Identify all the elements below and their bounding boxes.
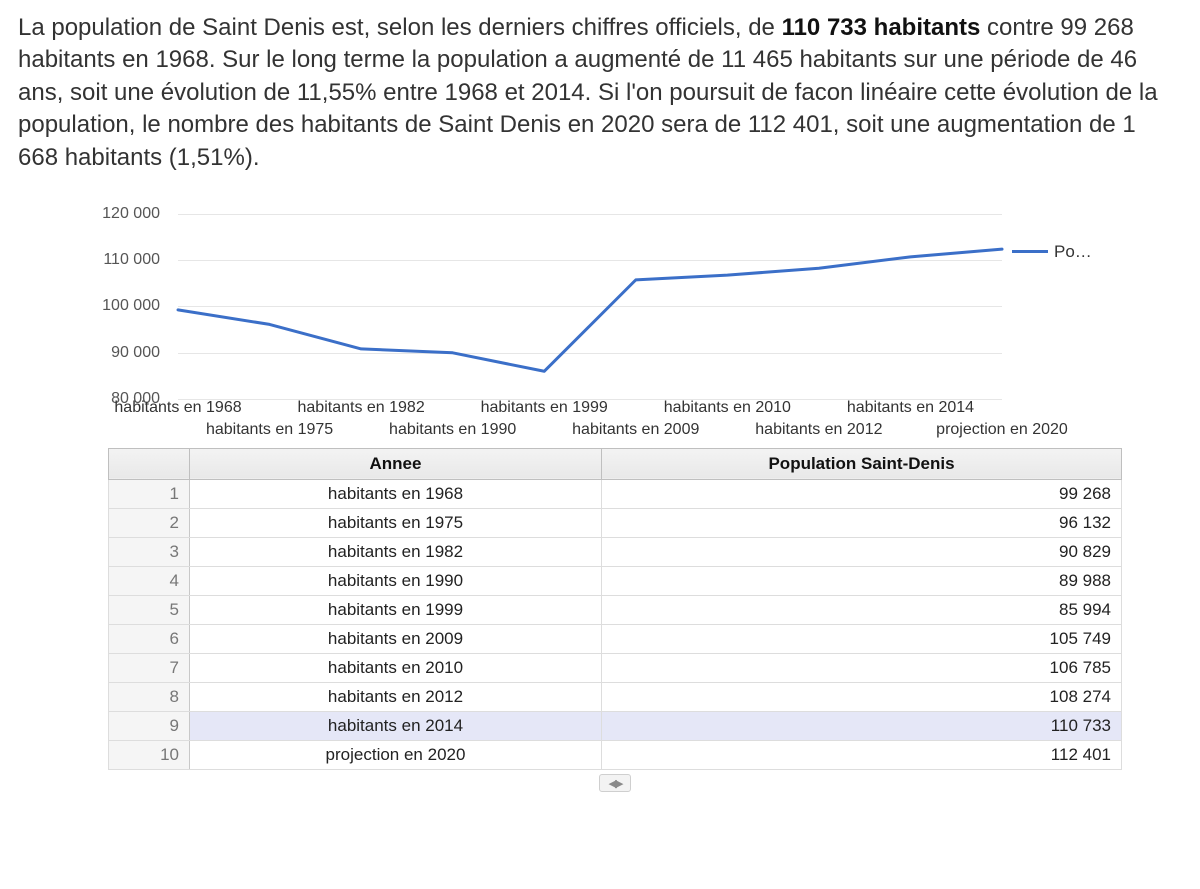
chart-ytick-label: 110 000: [103, 251, 160, 269]
table-row: 3habitants en 198290 829: [109, 537, 1122, 566]
table-row: 7habitants en 2010106 785: [109, 653, 1122, 682]
population-table: Annee Population Saint-Denis 1habitants …: [108, 448, 1122, 770]
table-cell-population: 85 994: [602, 595, 1122, 624]
table-cell-index: 4: [109, 566, 190, 595]
table-cell-index: 8: [109, 682, 190, 711]
chart-xtick-label: habitants en 1982: [298, 399, 425, 417]
table-cell-population: 89 988: [602, 566, 1122, 595]
table-cell-annee: habitants en 2010: [190, 653, 602, 682]
table-cell-population: 110 733: [602, 711, 1122, 740]
table-cell-index: 6: [109, 624, 190, 653]
chart-xtick-label: habitants en 2009: [572, 421, 699, 439]
chart-xtick-label: projection en 2020: [936, 421, 1068, 439]
table-row: 4habitants en 199089 988: [109, 566, 1122, 595]
table-cell-population: 99 268: [602, 479, 1122, 508]
population-chart: 80 00090 000100 000110 000120 000 Po… ha…: [78, 214, 1172, 444]
chart-xtick-label: habitants en 1968: [114, 399, 241, 417]
table-header-annee: Annee: [190, 448, 602, 479]
table-cell-annee: habitants en 1982: [190, 537, 602, 566]
chart-x-axis-labels: habitants en 1968habitants en 1975habita…: [178, 399, 1002, 444]
chart-xtick-label: habitants en 2012: [755, 421, 882, 439]
legend-label: Po…: [1054, 242, 1092, 262]
table-cell-index: 9: [109, 711, 190, 740]
table-row: 6habitants en 2009105 749: [109, 624, 1122, 653]
column-resize-handle[interactable]: ◀▶: [599, 774, 631, 792]
table-header-population: Population Saint-Denis: [602, 448, 1122, 479]
table-cell-annee: habitants en 2014: [190, 711, 602, 740]
page: La population de Saint Denis est, selon …: [0, 0, 1200, 832]
table-cell-annee: habitants en 1990: [190, 566, 602, 595]
chart-ytick-label: 90 000: [111, 344, 160, 362]
table-cell-index: 2: [109, 508, 190, 537]
chart-xtick-label: habitants en 1990: [389, 421, 516, 439]
chart-xtick-label: habitants en 1999: [481, 399, 608, 417]
table-cell-population: 112 401: [602, 740, 1122, 769]
table-cell-annee: projection en 2020: [190, 740, 602, 769]
table-cell-index: 7: [109, 653, 190, 682]
table-cell-population: 106 785: [602, 653, 1122, 682]
chart-xtick-label: habitants en 2014: [847, 399, 974, 417]
intro-paragraph: La population de Saint Denis est, selon …: [18, 12, 1182, 174]
legend-swatch: [1012, 250, 1048, 253]
table-cell-annee: habitants en 1975: [190, 508, 602, 537]
table-cell-index: 1: [109, 479, 190, 508]
table-cell-annee: habitants en 2009: [190, 624, 602, 653]
table-resize-row: ◀▶: [108, 774, 1122, 793]
chart-legend: Po…: [1012, 242, 1172, 262]
intro-text-before: La population de Saint Denis est, selon …: [18, 14, 782, 41]
table-body: 1habitants en 196899 2682habitants en 19…: [109, 479, 1122, 769]
table-cell-annee: habitants en 1999: [190, 595, 602, 624]
intro-strong: 110 733 habitants: [782, 14, 981, 41]
chart-ytick-label: 120 000: [102, 205, 160, 223]
table-header-row: Annee Population Saint-Denis: [109, 448, 1122, 479]
table-cell-population: 96 132: [602, 508, 1122, 537]
table-cell-annee: habitants en 2012: [190, 682, 602, 711]
chart-plot-area: [178, 214, 1002, 400]
table-cell-population: 90 829: [602, 537, 1122, 566]
table-row: 1habitants en 196899 268: [109, 479, 1122, 508]
population-table-wrap: Annee Population Saint-Denis 1habitants …: [108, 448, 1122, 793]
table-cell-population: 108 274: [602, 682, 1122, 711]
chart-ytick-label: 100 000: [102, 297, 160, 315]
table-row: 10projection en 2020112 401: [109, 740, 1122, 769]
table-cell-index: 10: [109, 740, 190, 769]
chart-xtick-label: habitants en 1975: [206, 421, 333, 439]
chart-svg: [178, 214, 1002, 399]
table-row: 8habitants en 2012108 274: [109, 682, 1122, 711]
table-row: 5habitants en 199985 994: [109, 595, 1122, 624]
table-cell-annee: habitants en 1968: [190, 479, 602, 508]
table-header-index: [109, 448, 190, 479]
table-cell-population: 105 749: [602, 624, 1122, 653]
table-cell-index: 5: [109, 595, 190, 624]
chart-series-line: [178, 249, 1002, 371]
legend-row: Po…: [1012, 242, 1172, 262]
table-row: 9habitants en 2014110 733: [109, 711, 1122, 740]
chart-xtick-label: habitants en 2010: [664, 399, 791, 417]
table-row: 2habitants en 197596 132: [109, 508, 1122, 537]
chart-y-axis-labels: 80 00090 000100 000110 000120 000: [78, 214, 168, 399]
table-cell-index: 3: [109, 537, 190, 566]
